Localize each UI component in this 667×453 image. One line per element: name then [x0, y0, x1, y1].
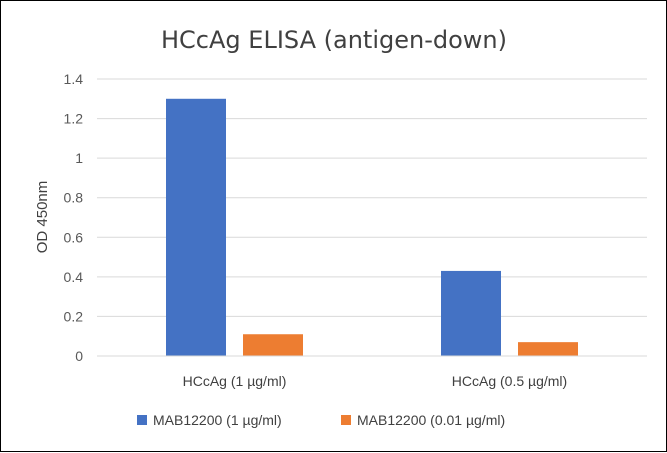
- x-category-label: HCcAg (0.5 µg/ml): [452, 373, 567, 389]
- y-tick-label: 0.2: [64, 308, 84, 324]
- bar-2-1: [243, 334, 303, 356]
- y-tick-label: 0.4: [64, 269, 84, 285]
- legend-label: MAB12200 (0.01 µg/ml): [357, 412, 505, 428]
- bar-2-2: [518, 342, 578, 356]
- bar-1-1: [166, 98, 226, 357]
- y-tick-label: 0.6: [64, 229, 84, 245]
- chart-title: HCcAg ELISA (antigen-down): [161, 26, 507, 54]
- bars: [97, 98, 647, 357]
- y-tick-label: 1.2: [64, 111, 84, 127]
- legend-label: MAB12200 (1 µg/ml): [153, 412, 282, 428]
- y-tick-label: 1.4: [64, 71, 84, 87]
- legend: MAB12200 (1 µg/ml) MAB12200 (0.01 µg/ml): [137, 412, 505, 428]
- category-labels: HCcAg (1 µg/ml) HCcAg (0.5 µg/ml): [183, 373, 568, 389]
- y-tick-labels: 0 0.2 0.4 0.6 0.8 1 1.2 1.4: [64, 71, 84, 364]
- y-tick-label: 1: [75, 150, 83, 166]
- y-tick-label: 0: [75, 348, 83, 364]
- legend-swatch: [341, 415, 351, 425]
- y-axis-label: OD 450nm: [34, 181, 51, 254]
- legend-swatch: [137, 415, 147, 425]
- x-category-label: HCcAg (1 µg/ml): [183, 373, 287, 389]
- y-tick-label: 0.8: [64, 190, 84, 206]
- bar-1-2: [441, 270, 501, 356]
